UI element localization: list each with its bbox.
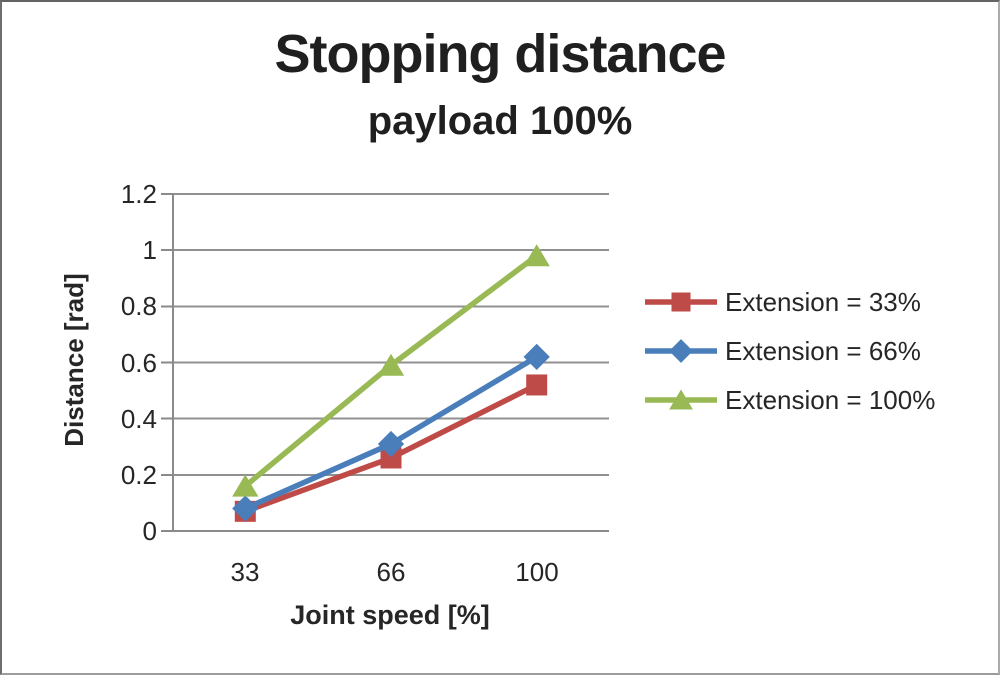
- x-tick-label: 66: [376, 557, 406, 587]
- legend-item-label: Extension = 100%: [725, 385, 936, 415]
- x-tick-label: 33: [230, 557, 260, 587]
- legend-item: Extension = 66%: [645, 337, 935, 365]
- legend-item: Extension = 33%: [645, 288, 935, 316]
- y-tick-label: 1.2: [120, 179, 157, 209]
- x-tick-label: 100: [515, 557, 559, 587]
- x-axis-title: Joint speed [%]: [290, 600, 490, 630]
- y-tick-label: 0.6: [120, 348, 157, 378]
- legend-item-label: Extension = 66%: [725, 336, 921, 366]
- y-tick-label: 0.4: [120, 404, 157, 434]
- legend-marker-square-icon: [645, 292, 717, 312]
- y-axis-title: Distance [rad]: [59, 273, 89, 447]
- y-tick-label: 0.8: [120, 291, 157, 321]
- y-tick-label: 1: [142, 235, 157, 265]
- legend-item: Extension = 100%: [645, 386, 935, 414]
- legend-marker-diamond-icon: [645, 339, 717, 363]
- y-tick-label: 0.2: [120, 460, 157, 490]
- y-tick-label: 0: [142, 516, 157, 546]
- legend-item-label: Extension = 33%: [725, 287, 921, 317]
- chart-title: Stopping distance: [274, 24, 726, 84]
- legend-marker-triangle-icon: [645, 389, 717, 410]
- legend: Extension = 33% Extension = 66% Extensio…: [645, 288, 935, 435]
- chart-subtitle: payload 100%: [367, 99, 633, 143]
